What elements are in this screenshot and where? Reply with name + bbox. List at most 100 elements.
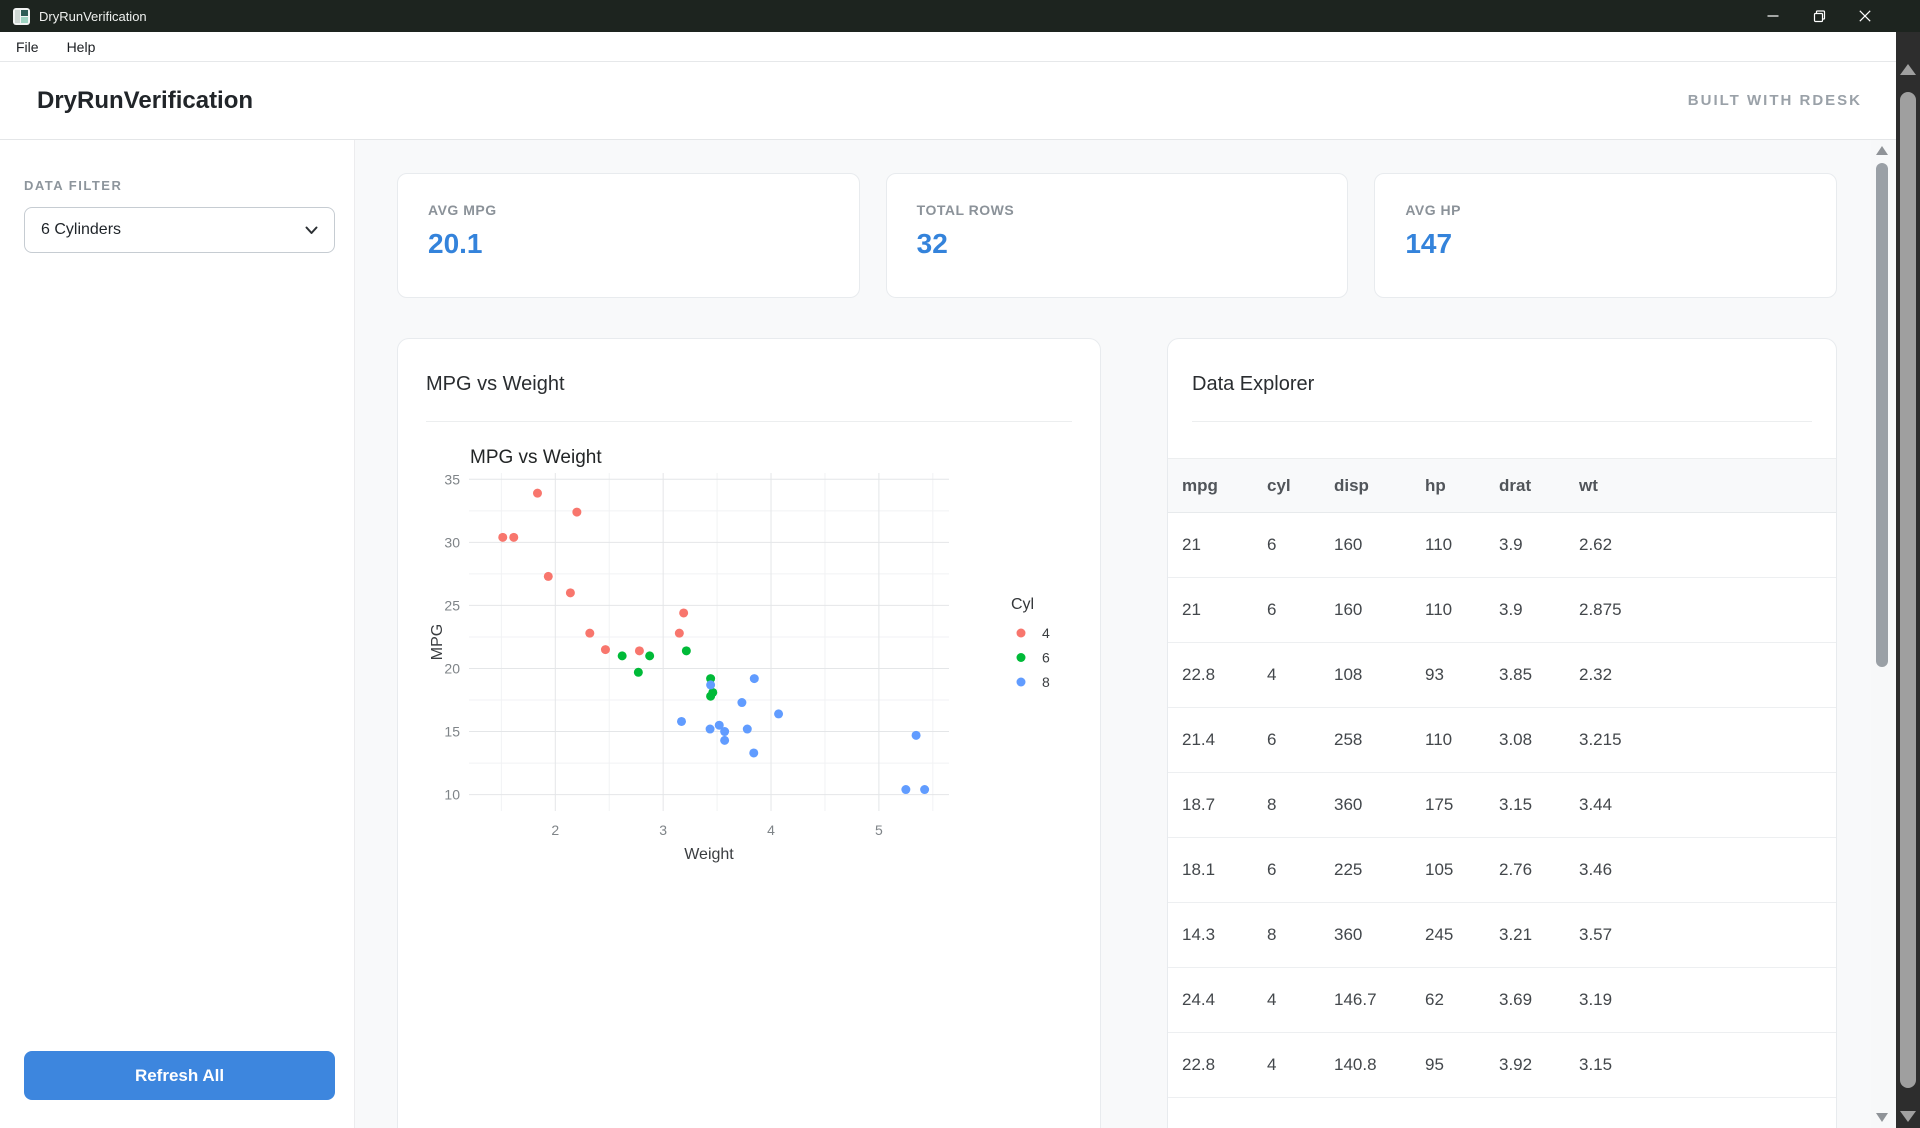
table-row: 22.8 4 108 93 3.85 2.32	[1168, 643, 1836, 708]
svg-text:10: 10	[444, 787, 460, 803]
menu-file[interactable]: File	[16, 38, 39, 55]
table-cell: 160	[1334, 535, 1363, 554]
chart-card-title: MPG vs Weight	[426, 373, 565, 395]
table-header-cell: drat	[1499, 475, 1532, 495]
scatter-point	[706, 691, 716, 701]
y-axis-label: MPG	[429, 624, 446, 660]
table-header-row: mpg cyl disp hp drat wt	[1168, 458, 1836, 513]
table-cell: 3.85	[1499, 665, 1533, 684]
data-filter-label: DATA FILTER	[24, 178, 123, 193]
stat-card-total-rows: TOTAL ROWS 32	[885, 173, 1349, 298]
scroll-up-arrow-icon[interactable]	[1876, 146, 1888, 155]
legend-label: 4	[1042, 625, 1050, 641]
window-scroll-up-arrow-icon[interactable]	[1900, 64, 1916, 75]
table-row: 21 6 160 110 3.9 2.62	[1168, 513, 1836, 578]
scatter-point	[706, 674, 716, 684]
table-cell: 3.9	[1499, 600, 1523, 619]
window-title: DryRunVerification	[39, 8, 147, 24]
close-button[interactable]	[1842, 0, 1888, 32]
svg-text:25: 25	[444, 597, 460, 613]
table-cell: 8	[1267, 795, 1277, 814]
table-cell: 2.62	[1579, 535, 1613, 554]
table-cell: 108	[1334, 665, 1363, 684]
table-row: 18.1 6 225 105 2.76 3.46	[1168, 838, 1836, 903]
table-cell: 4	[1267, 1055, 1277, 1074]
scatter-point	[714, 720, 724, 730]
table-header-cell: hp	[1425, 475, 1446, 495]
table-cell: 245	[1425, 925, 1454, 944]
content-scrollbar[interactable]	[1871, 140, 1893, 1128]
table-cell: 3.46	[1579, 860, 1613, 879]
table-cell: 175	[1425, 795, 1454, 814]
table-cell: 21.4	[1182, 730, 1216, 749]
cylinder-filter-select[interactable]: 6 Cylinders	[24, 207, 335, 253]
scatter-point	[737, 698, 747, 708]
cylinder-filter-value: 6 Cylinders	[41, 221, 122, 238]
svg-text:5: 5	[875, 822, 883, 838]
scatter-point	[705, 724, 715, 734]
scatter-point	[498, 532, 508, 542]
menu-help[interactable]: Help	[66, 38, 96, 55]
table-card-title: Data Explorer	[1192, 373, 1315, 395]
maximize-restore-button[interactable]	[1796, 0, 1842, 32]
table-cell: 21	[1182, 535, 1201, 554]
scatter-point	[532, 488, 542, 498]
legend-label: 8	[1042, 674, 1050, 690]
x-axis-label: Weight	[684, 846, 734, 863]
legend-title: Cyl	[1011, 596, 1034, 613]
table-cell: 360	[1334, 925, 1363, 944]
data-table: mpg cyl disp hp drat wt 21 6 160 110 3.9 2.62 21 6 16…	[1168, 458, 1836, 1098]
scatter-point	[565, 588, 575, 598]
window-scrollbar[interactable]	[1896, 32, 1920, 1128]
svg-text:35: 35	[444, 471, 460, 487]
svg-text:15: 15	[444, 724, 460, 740]
table-row: 18.7 8 360 175 3.15 3.44	[1168, 773, 1836, 838]
stat-label: TOTAL ROWS	[916, 202, 1015, 218]
minimize-button[interactable]	[1750, 0, 1796, 32]
window-scrollbar-thumb[interactable]	[1900, 92, 1916, 1088]
table-row: 21.4 6 258 110 3.08 3.215	[1168, 708, 1836, 773]
scroll-down-arrow-icon[interactable]	[1876, 1113, 1888, 1122]
svg-text:3: 3	[659, 822, 667, 838]
svg-text:2: 2	[551, 822, 559, 838]
sidebar: DATA FILTER 6 Cylinders Refresh All	[0, 140, 355, 1128]
plot-title: MPG vs Weight	[470, 447, 602, 468]
main-content: AVG MPG 20.1 TOTAL ROWS 32 AVG HP 147 MP…	[355, 140, 1920, 1128]
table-cell: 110	[1425, 730, 1453, 749]
mpg-weight-chart-card: MPG vs Weight 2 3 4 5 10 15 20 25 30 35 MPG vs Wei…	[397, 338, 1101, 1128]
refresh-all-button[interactable]: Refresh All	[24, 1051, 335, 1100]
table-row: 22.8 4 140.8 95 3.92 3.15	[1168, 1033, 1836, 1098]
table-cell: 22.8	[1182, 665, 1216, 684]
scatter-point	[676, 716, 686, 726]
svg-text:4: 4	[767, 822, 775, 838]
scatter-point	[617, 651, 627, 661]
content-scrollbar-thumb[interactable]	[1876, 163, 1888, 667]
page-title: DryRunVerification	[37, 86, 254, 114]
table-cell: 225	[1334, 860, 1363, 879]
table-cell: 4	[1267, 665, 1277, 684]
scatter-point	[543, 571, 553, 581]
stat-label: AVG MPG	[428, 202, 497, 218]
legend-swatch	[1016, 677, 1026, 687]
stat-value: 147	[1405, 228, 1453, 259]
stat-card-avg-mpg: AVG MPG 20.1	[397, 173, 860, 298]
table-cell: 2.875	[1579, 600, 1622, 619]
app-icon	[13, 7, 30, 25]
scatter-point	[720, 735, 730, 745]
table-cell: 3.15	[1499, 795, 1533, 814]
scatter-point	[572, 507, 582, 517]
table-cell: 21	[1182, 600, 1201, 619]
built-with-badge: BUILT WITH RDESK	[1687, 92, 1862, 109]
table-cell: 62	[1425, 990, 1444, 1009]
window-scroll-down-arrow-icon[interactable]	[1900, 1111, 1916, 1122]
table-cell: 3.57	[1579, 925, 1613, 944]
table-cell: 3.69	[1499, 990, 1533, 1009]
page-header: DryRunVerification BUILT WITH RDESK	[0, 62, 1920, 140]
table-cell: 3.21	[1499, 925, 1533, 944]
scatter-point	[634, 646, 644, 656]
scatter-point	[720, 727, 730, 737]
menu-bar: File Help	[0, 32, 1920, 62]
table-cell: 3.9	[1499, 535, 1523, 554]
table-cell: 18.7	[1182, 795, 1216, 814]
scatter-point	[674, 628, 684, 638]
